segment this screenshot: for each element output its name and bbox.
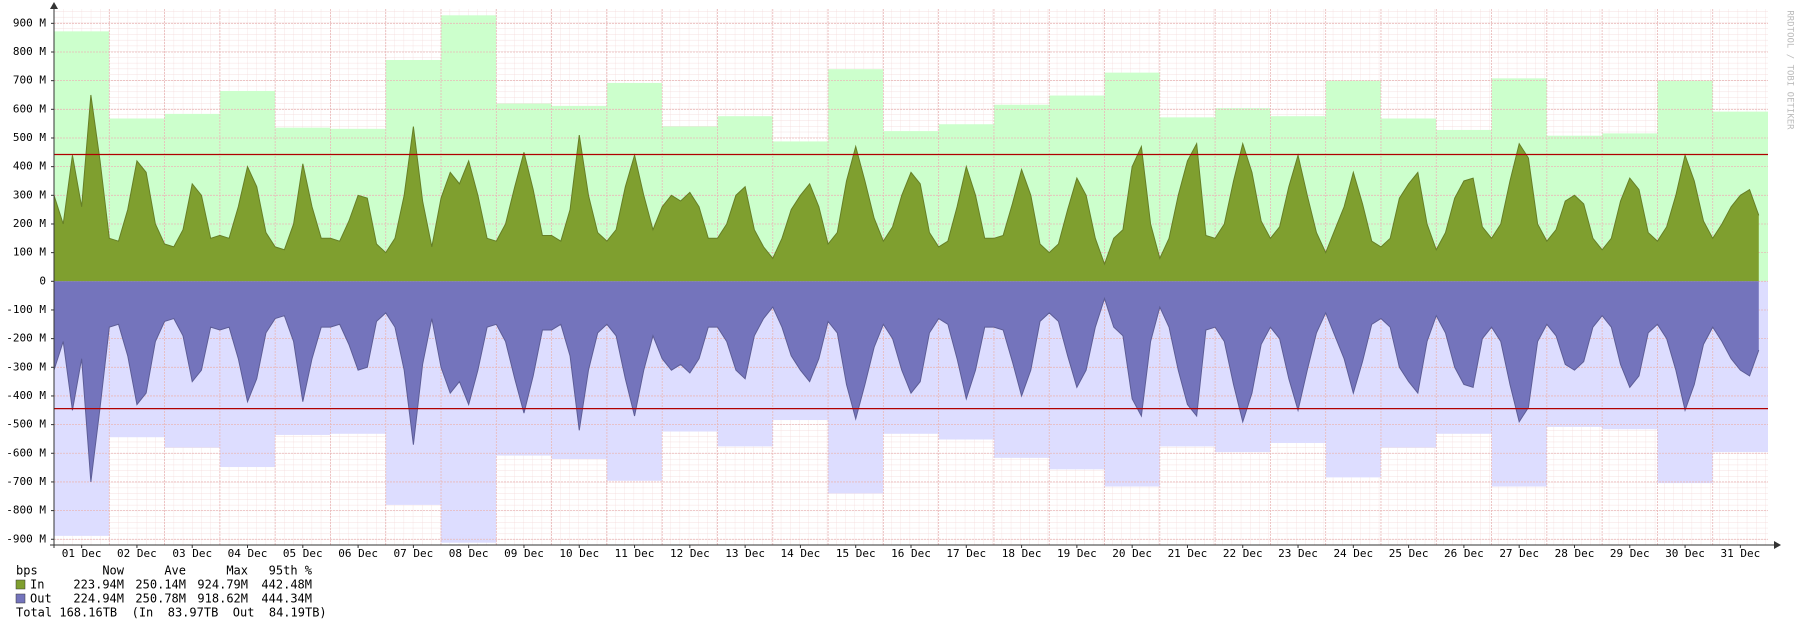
traffic-area (54, 94, 1759, 282)
y-tick-label: 700 M (13, 74, 46, 87)
legend-header: Ave (164, 564, 186, 578)
legend-value: 918.62M (197, 592, 248, 606)
x-tick-label: 25 Dec (1389, 547, 1429, 560)
x-tick-label: 29 Dec (1610, 547, 1650, 560)
x-tick-label: 26 Dec (1444, 547, 1484, 560)
legend-value: 250.14M (135, 578, 186, 592)
legend-label: In (30, 578, 44, 592)
x-tick-label: 15 Dec (836, 547, 876, 560)
x-tick-label: 06 Dec (338, 547, 378, 560)
y-tick-label: -900 M (6, 532, 46, 545)
traffic-line (53, 94, 1760, 266)
x-tick-label: 24 Dec (1333, 547, 1373, 560)
x-tick-label: 28 Dec (1555, 547, 1595, 560)
x-tick-label: 27 Dec (1499, 547, 1539, 560)
legend-value: 223.94M (73, 578, 124, 592)
legend-value: 924.79M (197, 578, 248, 592)
y-tick-label: 100 M (13, 246, 46, 259)
traffic-line (53, 296, 1760, 483)
x-tick-label: 07 Dec (394, 547, 434, 560)
legend-header: 95th % (269, 564, 313, 578)
x-tick-label: 30 Dec (1665, 547, 1705, 560)
legend-swatch (15, 579, 26, 590)
y-tick-label: 900 M (13, 16, 46, 29)
x-tick-label: 10 Dec (559, 547, 599, 560)
legend: bps Now Ave Max 95th % In 223.94M 250.14M 924.79… (15, 564, 327, 620)
x-tick-label: 23 Dec (1278, 547, 1318, 560)
y-tick-label: -700 M (6, 475, 46, 488)
x-tick-label: 19 Dec (1057, 547, 1097, 560)
legend-total: Total 168.16TB (In 83.97TB Out 84.19TB) (16, 606, 327, 620)
y-tick-label: -100 M (6, 303, 46, 316)
x-tick-label: 16 Dec (891, 547, 931, 560)
y-tick-label: 200 M (13, 217, 46, 230)
legend-header: bps (16, 564, 38, 578)
traffic-area (54, 281, 1759, 482)
x-tick-label: 05 Dec (283, 547, 323, 560)
y-tick-label: -300 M (6, 360, 46, 373)
y-tick-label: -400 M (6, 389, 46, 402)
x-tick-label: 08 Dec (449, 547, 489, 560)
x-tick-label: 01 Dec (62, 547, 102, 560)
y-tick-label: 300 M (13, 188, 46, 201)
y-tick-label: 800 M (13, 45, 46, 58)
x-tick-label: 09 Dec (504, 547, 544, 560)
y-tick-label: 500 M (13, 131, 46, 144)
y-tick-label: -200 M (6, 332, 46, 345)
legend-header: Now (102, 564, 124, 578)
y-tick-label: -600 M (6, 446, 46, 459)
legend-swatch (15, 593, 26, 604)
x-tick-label: 22 Dec (1223, 547, 1263, 560)
watermark: RRDTOOL / TOBI OETIKER (1785, 10, 1795, 130)
x-tick-label: 12 Dec (670, 547, 710, 560)
x-tick-label: 18 Dec (1002, 547, 1042, 560)
x-tick-label: 03 Dec (172, 547, 212, 560)
y-tick-label: 0 (39, 274, 46, 287)
x-tick-label: 11 Dec (615, 547, 655, 560)
y-tick-label: 400 M (13, 160, 46, 173)
axes (50, 2, 1781, 549)
plot-area (53, 9, 1768, 545)
legend-value: 250.78M (135, 592, 186, 606)
x-tick-label: 13 Dec (725, 547, 765, 560)
legend-label: Out (30, 592, 52, 606)
legend-value: 442.48M (261, 578, 312, 592)
x-tick-label: 02 Dec (117, 547, 157, 560)
y-axis-arrow (50, 2, 58, 9)
y-tick-label: -500 M (6, 418, 46, 431)
y-tick-label: 600 M (13, 102, 46, 115)
x-tick-label: 31 Dec (1720, 547, 1760, 560)
legend-header: Max (226, 564, 248, 578)
x-tick-label: 21 Dec (1168, 547, 1208, 560)
x-tick-label: 20 Dec (1112, 547, 1152, 560)
legend-value: 224.94M (73, 592, 124, 606)
x-axis-arrow (1774, 541, 1781, 549)
legend-value: 444.34M (261, 592, 312, 606)
x-tick-label: 04 Dec (228, 547, 268, 560)
x-tick-label: 17 Dec (946, 547, 986, 560)
x-tick-label: 14 Dec (781, 547, 821, 560)
y-tick-label: -800 M (6, 504, 46, 517)
